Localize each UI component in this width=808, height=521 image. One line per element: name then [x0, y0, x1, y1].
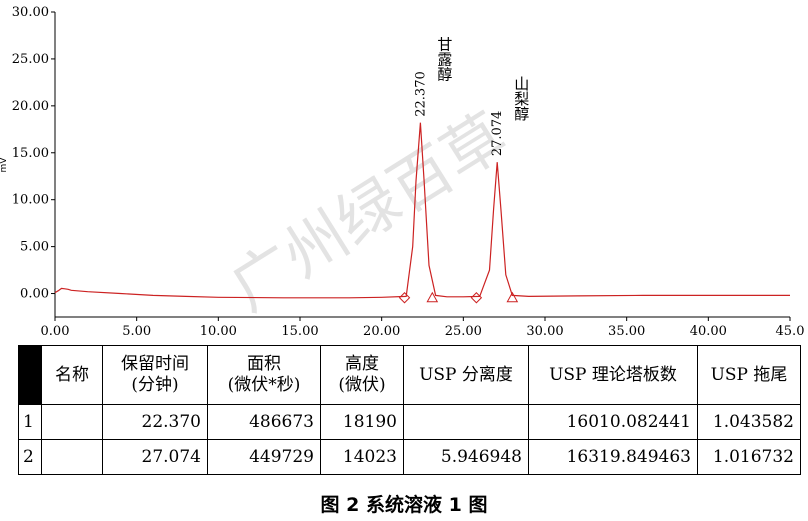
header-area: 面积 (微伏*秒) — [207, 345, 321, 405]
chromatogram-trace — [54, 122, 790, 299]
x-tick-label: 40.00 — [690, 324, 727, 339]
peak-rt-label: 27.074 — [490, 111, 505, 157]
cell-rt: 22.370 — [102, 404, 208, 440]
cell-resolution: 5.946948 — [403, 439, 529, 475]
x-tick-label: 25.00 — [445, 324, 482, 339]
x-tick-label: 5.00 — [122, 324, 151, 339]
peak-end-marker — [506, 291, 519, 303]
cell-plates: 16010.082441 — [528, 404, 698, 440]
cell-area: 449729 — [207, 439, 321, 475]
y-tick-label: 25.00 — [12, 52, 49, 67]
header-retention-time: 保留时间 (分钟) — [102, 345, 208, 405]
table-corner — [18, 345, 42, 405]
results-table: 名称 保留时间 (分钟) 面积 (微伏*秒) 高度 (微伏) USP 分离度 USP … — [18, 345, 801, 475]
chromatogram-svg: 广州绿百草 30.00 25.00 20.00 15.00 10.00 5.00 0.00 0.… — [0, 5, 805, 339]
cell-area: 486673 — [207, 404, 321, 440]
peak-name-label: 甘露醇 — [435, 36, 453, 81]
y-tick-label: 0.00 — [20, 287, 49, 302]
row-index: 1 — [18, 404, 42, 440]
x-tick-label: 15.00 — [281, 324, 318, 339]
chromatogram: 广州绿百草 30.00 25.00 20.00 15.00 10.00 5.00 0.00 0.… — [0, 5, 805, 339]
cell-height: 14023 — [320, 439, 404, 475]
y-tick-label: 30.00 — [12, 5, 49, 20]
header-resolution: USP 分离度 — [403, 345, 529, 405]
x-tick-label: 30.00 — [526, 324, 563, 339]
x-tick-label: 45.0 — [776, 324, 805, 339]
header-height: 高度 (微伏) — [320, 345, 404, 405]
header-plates: USP 理论塔板数 — [528, 345, 698, 405]
y-axis-label: mV — [0, 157, 9, 173]
peak-end-marker — [426, 291, 439, 303]
peak-start-marker — [398, 292, 411, 304]
x-tick-label: 10.00 — [200, 324, 237, 339]
watermark-text: 广州绿百草 — [218, 99, 520, 325]
cell-rt: 27.074 — [102, 439, 208, 475]
cell-resolution — [403, 404, 529, 440]
header-name: 名称 — [41, 345, 103, 405]
x-tick-label: 0.00 — [41, 324, 70, 339]
peak-name-label: 山梨醇 — [512, 76, 530, 121]
cell-plates: 16319.849463 — [528, 439, 698, 475]
figure-caption: 图 2 系统溶液 1 图 — [320, 494, 488, 516]
cell-tailing: 1.016732 — [697, 439, 801, 475]
y-tick-label: 10.00 — [12, 193, 49, 208]
y-tick-label: 5.00 — [20, 240, 49, 255]
y-tick-label: 15.00 — [12, 146, 49, 161]
cell-name — [41, 439, 103, 475]
table-header-row: 名称 保留时间 (分钟) 面积 (微伏*秒) 高度 (微伏) USP 分离度 USP … — [18, 345, 801, 405]
x-tick-label: 20.00 — [363, 324, 400, 339]
y-tick-label: 20.00 — [12, 99, 49, 114]
cell-tailing: 1.043582 — [697, 404, 801, 440]
peak-rt-label: 22.370 — [413, 71, 428, 117]
row-index: 2 — [18, 439, 42, 475]
cell-name — [41, 404, 103, 440]
header-tailing: USP 拖尾 — [697, 345, 801, 405]
cell-height: 18190 — [320, 404, 404, 440]
peak-start-marker — [470, 292, 483, 304]
x-tick-label: 35.00 — [608, 324, 645, 339]
table-row: 2 27.074 449729 14023 5.946948 16319.849… — [18, 439, 801, 475]
table-row: 1 22.370 486673 18190 16010.082441 1.043… — [18, 404, 801, 440]
